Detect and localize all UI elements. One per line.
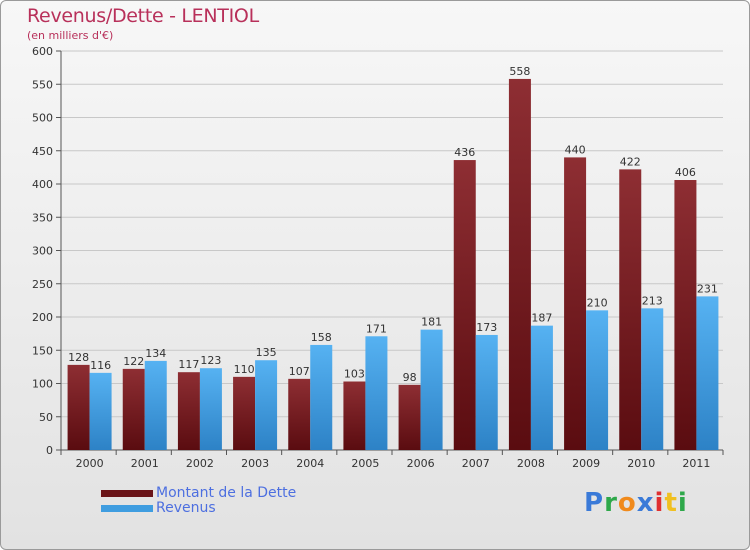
x-tick-label: 2008 <box>517 457 545 470</box>
bar-debt-2004 <box>288 378 311 450</box>
y-tick-label: 150 <box>32 344 53 357</box>
legend-swatch-revenus <box>101 505 153 512</box>
data-label-debt-2005: 103 <box>344 368 365 381</box>
bar-debt-2002 <box>177 372 200 450</box>
data-label-revenus-2003: 135 <box>256 346 277 359</box>
bar-revenus-2001 <box>144 360 167 450</box>
legend-label-debt: Montant de la Dette <box>156 485 297 501</box>
data-label-revenus-2006: 181 <box>421 316 442 329</box>
data-label-revenus-2011: 231 <box>697 282 718 295</box>
logo-letter: i <box>677 488 688 518</box>
x-tick-label: 2009 <box>572 457 600 470</box>
data-label-revenus-2001: 134 <box>145 347 166 360</box>
chart-subtitle: (en milliers d'€) <box>27 29 114 42</box>
bar-revenus-2008 <box>530 325 553 450</box>
logo-letter: x <box>636 488 655 518</box>
y-tick-label: 50 <box>39 411 53 424</box>
data-label-revenus-2010: 213 <box>642 294 663 307</box>
bar-debt-2006 <box>398 384 421 450</box>
data-label-revenus-2004: 158 <box>311 331 332 344</box>
x-tick-label: 2004 <box>296 457 324 470</box>
data-label-debt-2011: 406 <box>675 166 696 179</box>
bar-revenus-2004 <box>310 344 333 450</box>
y-tick-label: 500 <box>32 112 53 125</box>
x-tick-label: 2003 <box>241 457 269 470</box>
bar-revenus-2003 <box>255 360 278 450</box>
data-label-revenus-2000: 116 <box>90 359 111 372</box>
data-label-debt-2008: 558 <box>509 65 530 78</box>
data-label-debt-2004: 107 <box>289 365 310 378</box>
y-tick-label: 550 <box>32 78 53 91</box>
y-tick-label: 600 <box>32 45 53 58</box>
x-tick-label: 2001 <box>131 457 159 470</box>
x-tick-label: 2010 <box>627 457 655 470</box>
data-label-revenus-2005: 171 <box>366 322 387 335</box>
data-label-debt-2001: 122 <box>123 355 144 368</box>
chart-title: Revenus/Dette - LENTIOL <box>27 5 259 27</box>
y-tick-label: 400 <box>32 178 53 191</box>
x-tick-label: 2000 <box>76 457 104 470</box>
bar-debt-2005 <box>343 381 366 450</box>
bar-revenus-2005 <box>365 336 388 450</box>
bar-debt-2007 <box>453 160 476 450</box>
data-label-revenus-2007: 173 <box>476 321 497 334</box>
x-tick-label: 2002 <box>186 457 214 470</box>
data-label-debt-2002: 117 <box>178 358 199 371</box>
y-tick-label: 200 <box>32 311 53 324</box>
bar-debt-2001 <box>122 368 145 450</box>
bar-debt-2009 <box>564 157 587 450</box>
x-tick-label: 2007 <box>462 457 490 470</box>
x-tick-label: 2006 <box>407 457 435 470</box>
bar-revenus-2011 <box>696 296 719 450</box>
legend-swatch-debt <box>101 490 153 497</box>
bar-revenus-2002 <box>199 368 222 450</box>
data-label-revenus-2009: 210 <box>587 296 608 309</box>
legend-label-revenus: Revenus <box>156 500 216 516</box>
bar-debt-2011 <box>674 180 697 450</box>
x-tick-label: 2011 <box>682 457 710 470</box>
y-tick-label: 250 <box>32 278 53 291</box>
data-label-debt-2007: 436 <box>454 146 475 159</box>
bar-debt-2008 <box>508 78 531 451</box>
proxiti-logo: Proxiti <box>584 488 688 518</box>
bar-revenus-2010 <box>641 308 664 450</box>
y-tick-label: 450 <box>32 145 53 158</box>
y-tick-label: 0 <box>46 444 53 457</box>
y-tick-label: 300 <box>32 245 53 258</box>
y-tick-label: 100 <box>32 378 53 391</box>
logo-letter: r <box>604 488 618 518</box>
bar-revenus-2007 <box>475 334 498 450</box>
x-tick-label: 2005 <box>351 457 379 470</box>
logo-letter: i <box>654 488 665 518</box>
bar-revenus-2006 <box>420 329 443 450</box>
data-label-debt-2000: 128 <box>68 351 89 364</box>
data-label-revenus-2008: 187 <box>531 312 552 325</box>
bar-revenus-2009 <box>586 310 609 450</box>
bar-debt-2000 <box>67 364 90 450</box>
y-tick-label: 350 <box>32 211 53 224</box>
bar-revenus-2000 <box>89 372 112 450</box>
bar-debt-2003 <box>233 376 256 450</box>
data-label-debt-2010: 422 <box>620 155 641 168</box>
logo-letter: t <box>664 488 678 518</box>
data-label-debt-2009: 440 <box>565 143 586 156</box>
data-label-revenus-2002: 123 <box>200 354 221 367</box>
bar-debt-2010 <box>619 169 642 450</box>
logo-letter: o <box>617 488 637 518</box>
data-label-debt-2006: 98 <box>403 371 417 384</box>
logo-letter: P <box>584 488 605 518</box>
data-label-debt-2003: 110 <box>234 363 255 376</box>
